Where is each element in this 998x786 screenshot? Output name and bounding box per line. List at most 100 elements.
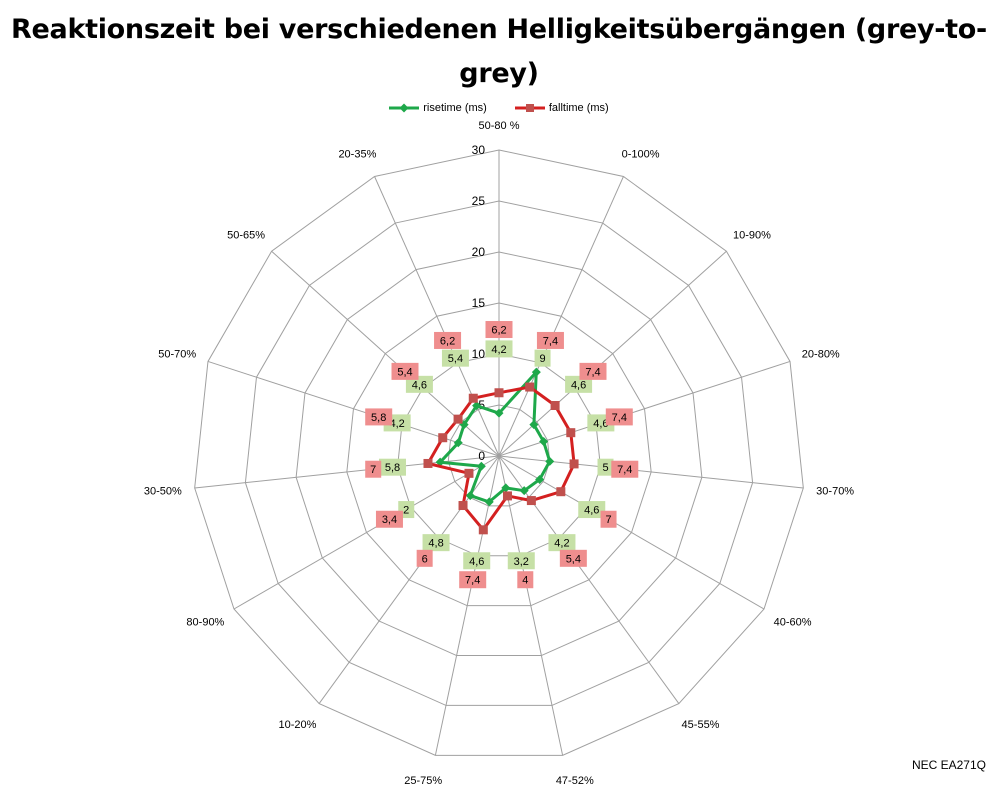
category-label: 30-50% xyxy=(144,486,182,498)
falltime-series-line xyxy=(426,385,576,532)
risetime-data-label-bg xyxy=(405,375,433,393)
risetime-data-label-bg xyxy=(597,458,614,476)
risetime-data-label-text: 4,2 xyxy=(554,538,569,550)
category-labels: 50-80 % 0-100% 10-90% 20-80% 30-70% 40-60% 45-… xyxy=(144,120,854,786)
risetime-data-label: 9 xyxy=(534,349,551,367)
falltime-data-label-bg xyxy=(600,510,617,528)
falltime-marker xyxy=(468,393,478,403)
footer-model: NEC EA271Q xyxy=(911,758,986,772)
axis-tick-label: 20 xyxy=(472,245,486,259)
chart-title: Reaktionszeit bei verschiedenen Helligke… xyxy=(11,14,987,89)
grid-spoke xyxy=(434,455,500,756)
risetime-data-label-bg xyxy=(507,552,535,570)
risetime-marker xyxy=(484,497,494,507)
risetime-data-label: 5,8 xyxy=(378,458,406,476)
falltime-marker xyxy=(550,400,560,410)
category-label: 0-100% xyxy=(622,149,660,161)
falltime-data-label-text: 7 xyxy=(605,514,611,526)
risetime-data-label-bg xyxy=(441,349,469,367)
grid-ring xyxy=(194,149,804,756)
risetime-data-label-bg xyxy=(534,349,551,367)
falltime-data-label-text: 6 xyxy=(422,553,428,565)
falltime-data-label-text: 7,4 xyxy=(465,575,480,587)
falltime-data-label-bg xyxy=(434,331,462,349)
falltime-data-label: 7,4 xyxy=(611,460,639,478)
falltime-data-label-text: 6,2 xyxy=(440,335,455,347)
grid-ring xyxy=(397,353,601,557)
axis-tick-label: 0 xyxy=(478,449,485,463)
risetime-data-label: 4,8 xyxy=(422,534,450,552)
falltime-data-label: 5,4 xyxy=(391,362,419,380)
radial-axis-ticks: 0 5 10 15 20 25 30 xyxy=(472,143,486,463)
risetime-data-label: 3,2 xyxy=(507,552,535,570)
falltime-data-label-text: 7,4 xyxy=(617,464,632,476)
radar-grid xyxy=(194,149,804,756)
legend-label-falltime: falltime (ms) xyxy=(548,102,609,114)
category-label: 10-90% xyxy=(733,230,771,242)
falltime-marker xyxy=(566,428,576,438)
risetime-data-label-text: 9 xyxy=(539,353,545,365)
risetime-data-label-bg xyxy=(578,501,606,519)
falltime-marker xyxy=(494,388,504,398)
grid-spoke xyxy=(374,176,500,457)
risetime-marker xyxy=(465,491,475,501)
falltime-marker xyxy=(526,496,536,506)
category-label: 50-80 % xyxy=(479,120,520,132)
risetime-data-label-text: 4,6 xyxy=(571,379,586,391)
falltime-data-label-text: 6,2 xyxy=(491,325,506,337)
risetime-data-label-text: 4,6 xyxy=(469,556,484,568)
risetime-data-label-bg xyxy=(565,375,593,393)
falltime-data-label: 3,4 xyxy=(375,510,403,528)
falltime-data-label: 4 xyxy=(517,571,534,589)
risetime-data-label-bg xyxy=(422,534,450,552)
axis-tick-label: 30 xyxy=(472,143,486,157)
risetime-data-label-bg xyxy=(463,552,491,570)
falltime-marker xyxy=(569,459,579,469)
risetime-data-label: 4,6 xyxy=(565,375,593,393)
category-label: 10-20% xyxy=(279,719,317,731)
falltime-data-label: 7,4 xyxy=(579,362,607,380)
falltime-data-label-bg xyxy=(579,362,607,380)
falltime-data-label-bg xyxy=(416,549,433,567)
falltime-data-label: 7,4 xyxy=(605,408,633,426)
falltime-data-label: 5,4 xyxy=(559,549,587,567)
falltime-data-label-bg xyxy=(391,362,419,380)
risetime-marker xyxy=(476,461,486,471)
grid-spoke xyxy=(498,176,624,457)
risetime-marker xyxy=(453,438,463,448)
falltime-marker xyxy=(453,414,463,424)
axis-tick-label: 5 xyxy=(478,398,485,412)
falltime-data-label-bg xyxy=(459,571,487,589)
falltime-data-label-text: 7,4 xyxy=(585,366,600,378)
category-label: 40-60% xyxy=(774,617,812,629)
grid-ring xyxy=(244,200,754,706)
legend-item-falltime: falltime (ms) xyxy=(514,100,609,116)
risetime-data-label-text: 5 xyxy=(602,462,608,474)
falltime-data-label-text: 4 xyxy=(522,575,528,587)
falltime-data-label: 7 xyxy=(365,460,382,478)
risetime-data-label: 4,2 xyxy=(485,340,513,358)
legend: risetime (ms) falltime (ms) xyxy=(0,100,998,116)
falltime-data-label-bg xyxy=(365,408,393,426)
risetime-data-label: 4,6 xyxy=(578,501,606,519)
grid-ring xyxy=(295,251,703,657)
risetime-marker xyxy=(539,437,549,447)
falltime-data-label-text: 7,4 xyxy=(543,335,558,347)
risetime-marker xyxy=(531,367,541,377)
falltime-marker xyxy=(525,382,535,392)
category-label: 25-75% xyxy=(404,775,442,786)
falltime-data-label: 7,4 xyxy=(536,331,564,349)
falltime-marker xyxy=(502,491,512,501)
legend-label-risetime: risetime (ms) xyxy=(423,102,487,114)
axis-tick-label: 15 xyxy=(472,296,486,310)
falltime-data-label: 7,4 xyxy=(459,571,487,589)
legend-swatch-risetime xyxy=(389,103,420,113)
risetime-marker xyxy=(501,483,511,493)
falltime-marker xyxy=(478,525,488,535)
risetime-marker xyxy=(494,408,504,418)
risetime-data-label-text: 4,6 xyxy=(412,379,427,391)
category-label: 80-90% xyxy=(186,617,224,629)
legend-item-risetime: risetime (ms) xyxy=(389,100,487,116)
falltime-marker xyxy=(438,433,448,443)
series-lines xyxy=(423,367,579,535)
